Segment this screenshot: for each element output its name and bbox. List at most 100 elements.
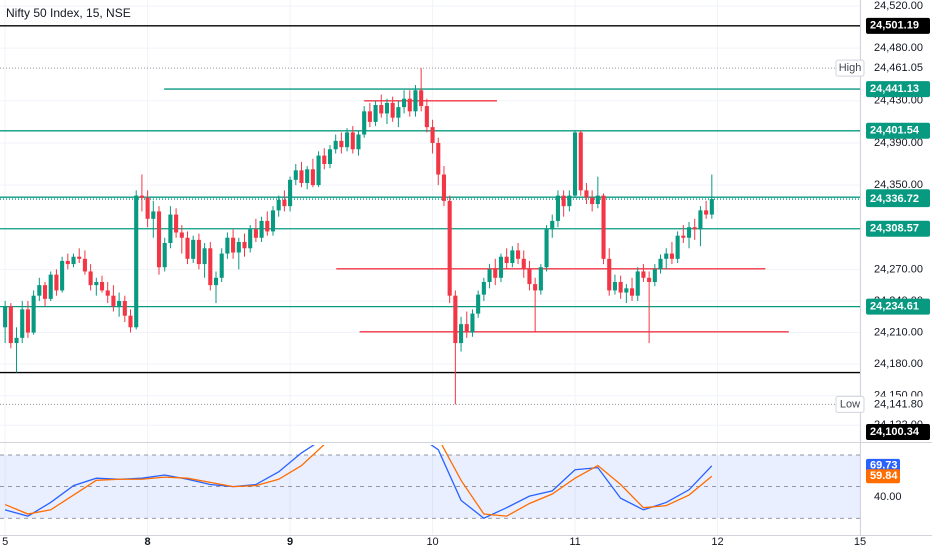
candle-body — [293, 170, 298, 180]
candle-body — [618, 281, 623, 293]
high-tag: High — [839, 62, 862, 74]
candle-body — [544, 229, 549, 268]
candle-body — [248, 229, 253, 249]
candle-body — [259, 220, 264, 238]
candle-body — [390, 102, 395, 118]
candle-body — [299, 170, 304, 183]
oscillator-value-label: 69.73 — [870, 460, 898, 472]
chart-title: Nifty 50 Index, 15, NSE — [6, 6, 131, 20]
candle-body — [134, 195, 139, 328]
y-tick-label: 24,390.00 — [874, 137, 923, 149]
candle-body — [567, 195, 572, 207]
candle-body — [584, 190, 589, 198]
candle-body — [504, 256, 509, 264]
x-tick-label: 11 — [569, 536, 580, 548]
high-tag-box — [835, 59, 865, 77]
candle-body — [242, 241, 247, 249]
candle-body — [487, 269, 492, 282]
x-tick-label: 9 — [287, 536, 293, 548]
candle-body — [54, 274, 59, 291]
candle-body — [664, 253, 669, 259]
candle-body — [362, 111, 367, 135]
candle-body — [669, 253, 674, 259]
candle-body — [117, 300, 122, 307]
candle-body — [578, 132, 583, 191]
candle-body — [652, 269, 657, 282]
candle-body — [65, 260, 70, 265]
candle-body — [396, 107, 401, 118]
low-tag-box — [835, 395, 865, 413]
candle-body — [253, 229, 258, 238]
price-level-label: 24,401.54 — [870, 125, 920, 137]
price-level-tag — [866, 17, 930, 34]
candle-body — [208, 248, 213, 286]
price-level-label: 24,441.13 — [870, 83, 919, 95]
candle-body — [704, 210, 709, 215]
candle-body — [71, 256, 76, 265]
candle-body — [675, 235, 680, 259]
candle-body — [225, 237, 230, 254]
low-tag: Low — [840, 398, 860, 410]
y-tick-label: 24,480.00 — [874, 42, 923, 54]
candle-body — [105, 290, 110, 296]
candle-body — [8, 306, 13, 344]
oscillator-value-tag — [866, 469, 900, 484]
oscillator-pane — [0, 445, 860, 520]
candle-body — [601, 195, 606, 259]
candle-body — [607, 258, 612, 291]
candle-body — [276, 199, 281, 211]
candle-body — [555, 195, 560, 221]
candle-body — [151, 211, 156, 219]
candle-body — [322, 155, 327, 165]
candle-body — [510, 250, 515, 264]
oscillator-value-label: 59.84 — [870, 470, 898, 482]
candle-body — [77, 256, 82, 259]
price-pane — [0, 25, 860, 405]
candle-body — [42, 285, 48, 299]
candle-body — [419, 90, 424, 107]
candle-body — [658, 258, 663, 270]
candle-body — [590, 197, 595, 205]
candle-body — [356, 134, 361, 150]
candle-body — [572, 132, 578, 196]
candle-body — [270, 210, 276, 232]
price-level-tag — [866, 220, 930, 237]
candle-body — [231, 237, 236, 253]
candle-body — [305, 169, 310, 183]
candle-body — [48, 274, 53, 299]
y-tick-label: 24,210.00 — [874, 326, 923, 338]
candle-body — [128, 315, 133, 328]
candle-body — [413, 90, 418, 112]
candle-body — [629, 288, 635, 296]
price-level-label: 24,100.34 — [870, 426, 920, 438]
price-level-label: 24,336.72 — [870, 193, 919, 205]
candle-body — [641, 271, 646, 278]
candle-body — [219, 253, 224, 278]
candle-body — [430, 127, 435, 143]
price-level-label: 24,308.57 — [870, 223, 919, 235]
price-level-tag — [866, 424, 930, 440]
candle-body — [162, 243, 167, 268]
x-tick-label: 10 — [426, 536, 438, 548]
candle-body — [709, 199, 714, 215]
candle-body — [94, 281, 99, 286]
y-tick-label: 24,430.00 — [874, 95, 923, 107]
candle-body — [686, 227, 692, 238]
candle-body — [476, 294, 481, 314]
candle-body — [310, 169, 315, 186]
x-tick-label: 12 — [711, 536, 723, 548]
candle-body — [612, 281, 617, 291]
price-level-tag — [866, 191, 930, 208]
candle-body — [538, 267, 543, 291]
candle-body — [595, 195, 600, 205]
candle-body — [481, 281, 486, 295]
candle-body — [379, 105, 384, 114]
candle-body — [288, 179, 293, 207]
candle-body — [550, 220, 555, 230]
candle-body — [3, 306, 8, 328]
candle-body — [470, 313, 475, 333]
y-tick-label: 24,270.00 — [874, 263, 923, 275]
candle-body — [339, 140, 344, 148]
candle-body — [213, 277, 219, 286]
